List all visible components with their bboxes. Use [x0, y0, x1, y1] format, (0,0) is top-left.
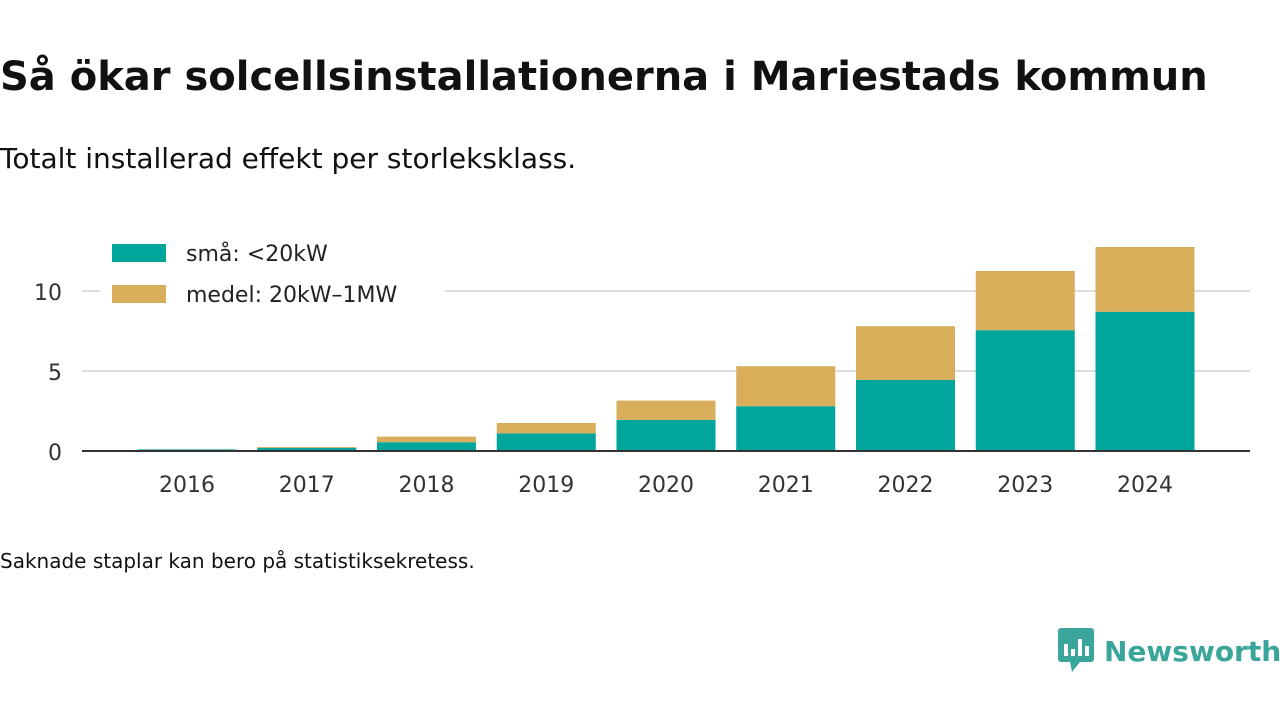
- newsworthy-logo: Newsworthy: [1058, 628, 1280, 674]
- bar-2024-medel: [1095, 247, 1195, 312]
- bar-2021-sma: [736, 406, 836, 451]
- bar-2021-medel: [736, 366, 836, 407]
- x-tick-label: 2020: [638, 473, 694, 498]
- y-tick-label: 0: [48, 441, 62, 466]
- bar-2018-medel: [377, 436, 476, 443]
- bars: [137, 247, 1195, 451]
- bar-2024-sma: [1095, 311, 1195, 451]
- x-axis-ticks: 2016 2017 2018 2019 2020 2021 2022 2023 2024: [159, 473, 1173, 498]
- legend-label-medel: medel: 20kW–1MW: [186, 283, 397, 308]
- legend-swatch-sma: [112, 244, 166, 262]
- bar-2023-sma: [975, 330, 1075, 451]
- bar-2020-sma: [616, 419, 716, 451]
- footnote: Saknade staplar kan bero på statistiksek…: [0, 549, 475, 573]
- bar-2019-sma: [496, 433, 596, 451]
- legend-label-sma: små: <20kW: [186, 241, 328, 267]
- x-tick-label: 2024: [1117, 473, 1173, 498]
- legend: små: <20kW medel: 20kW–1MW: [100, 228, 445, 318]
- bar-2020-medel: [616, 400, 716, 420]
- x-tick-label: 2016: [159, 473, 215, 498]
- brand-name: Newsworthy: [1104, 634, 1280, 668]
- legend-swatch-medel: [112, 285, 166, 303]
- bar-2017-medel: [257, 447, 357, 448]
- y-tick-label: 10: [34, 281, 62, 306]
- bar-2023-medel: [975, 271, 1075, 331]
- bar-2022-medel: [856, 326, 955, 380]
- x-tick-label: 2017: [279, 473, 335, 498]
- chart-subtitle: Totalt installerad effekt per storlekskl…: [0, 142, 577, 175]
- bar-2022-sma: [856, 379, 955, 451]
- chart-title: Så ökar solcellsinstallationerna i Marie…: [0, 54, 1208, 100]
- bar-2017-sma: [257, 447, 357, 451]
- y-axis-ticks: 0 5 10: [34, 281, 62, 466]
- stacked-bar-chart: 0 5 10 2016 2017 2018 2019 2020 2021 2022 2023 202…: [34, 228, 1250, 498]
- bar-2019-medel: [496, 423, 596, 434]
- y-tick-label: 5: [48, 361, 62, 386]
- chart-bubble-icon: [1058, 628, 1094, 672]
- bar-2018-sma: [377, 442, 476, 451]
- x-tick-label: 2019: [518, 473, 574, 498]
- x-tick-label: 2023: [997, 473, 1053, 498]
- x-tick-label: 2018: [399, 473, 455, 498]
- x-tick-label: 2021: [758, 473, 814, 498]
- x-tick-label: 2022: [878, 473, 934, 498]
